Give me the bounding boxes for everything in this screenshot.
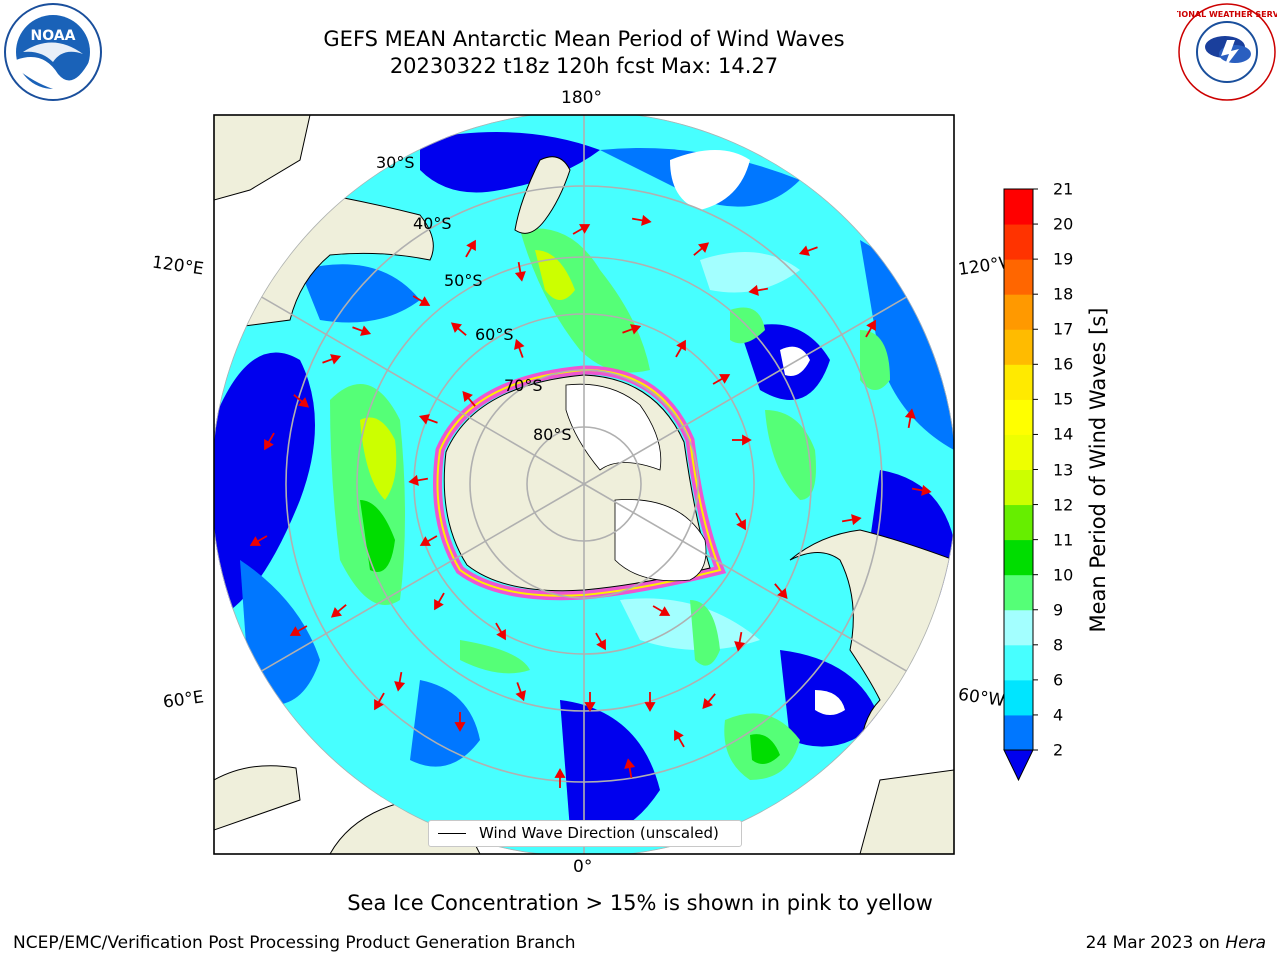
colorbar-swatch xyxy=(1004,504,1033,541)
colorbar-tick-label: 15 xyxy=(1053,389,1074,409)
colorbar-tick-label: 6 xyxy=(1053,670,1064,690)
map-title: GEFS MEAN Antarctic Mean Period of Wind … xyxy=(323,27,845,51)
footer-date-text: 24 Mar 2023 on xyxy=(1085,933,1220,953)
colorbar-swatch xyxy=(1004,224,1033,260)
colorbar-tick-label: 17 xyxy=(1053,319,1074,339)
colorbar-tick-label: 2 xyxy=(1053,740,1064,760)
lon-label-180: 180° xyxy=(561,88,602,108)
lat-label-70s: 70°S xyxy=(504,376,543,395)
noaa-logo-text: NOAA xyxy=(31,28,76,44)
colorbar-tick-label: 4 xyxy=(1053,705,1064,725)
colorbar-under-arrow xyxy=(1003,749,1034,782)
colorbar-tick-label: 21 xyxy=(1053,179,1074,199)
nws-logo-text: NATIONAL WEATHER SERVICE xyxy=(1177,10,1277,19)
colorbar-swatch xyxy=(1004,259,1033,295)
colorbar-swatch xyxy=(1004,434,1033,470)
colorbar-swatch xyxy=(1004,714,1033,751)
lon-label-0: 0° xyxy=(573,857,593,877)
colorbar-swatch xyxy=(1004,609,1033,646)
legend-text: Wind Wave Direction (unscaled) xyxy=(479,824,719,842)
legend-line-icon xyxy=(438,833,466,834)
colorbar-swatch xyxy=(1004,644,1033,681)
nws-logo-icon: NATIONAL WEATHER SERVICE xyxy=(1177,3,1277,101)
lat-label-40s: 40°S xyxy=(413,214,452,233)
lat-label-50s: 50°S xyxy=(444,271,483,290)
colorbar-swatch xyxy=(1004,399,1033,435)
colorbar-swatch xyxy=(1004,189,1033,225)
lat-label-80s: 80°S xyxy=(533,425,572,444)
lat-label-60s: 60°S xyxy=(475,325,514,344)
colorbar-tick-label: 14 xyxy=(1053,424,1074,444)
colorbar-swatch xyxy=(1004,294,1033,330)
sea-ice-note: Sea Ice Concentration > 15% is shown in … xyxy=(347,891,933,915)
colorbar-tick-label: 16 xyxy=(1053,354,1074,374)
map-subtitle-date: 20230322 t18z 120h fcst Max: 14.27 xyxy=(389,54,779,78)
colorbar-tick-label: 8 xyxy=(1053,635,1064,655)
colorbar-tick-label: 20 xyxy=(1053,214,1074,234)
lat-label-30s: 30°S xyxy=(376,153,415,172)
map-legend: Wind Wave Direction (unscaled) xyxy=(428,820,742,847)
wind-wave-arrows xyxy=(249,214,932,788)
colorbar-swatch xyxy=(1004,574,1033,611)
colorbar-label: Mean Period of Wind Waves [s] xyxy=(1086,307,1110,633)
footer-credit: NCEP/EMC/Verification Post Processing Pr… xyxy=(13,933,576,953)
colorbar-tick-label: 13 xyxy=(1053,460,1074,479)
colorbar-tick-label: 11 xyxy=(1053,530,1074,550)
colorbar-tick-label: 9 xyxy=(1053,600,1064,620)
footer-date: 24 Mar 2023 on Hera xyxy=(1086,933,1266,953)
colorbar-swatch xyxy=(1004,329,1033,365)
colorbar-swatch xyxy=(1004,469,1033,506)
colorbar-tick-label: 12 xyxy=(1053,495,1074,515)
colorbar-tick-label: 19 xyxy=(1053,249,1074,269)
longitude-gridlines xyxy=(214,115,954,854)
noaa-logo-icon: NOAA xyxy=(4,3,102,101)
map-frame xyxy=(213,114,955,855)
colorbar-swatch xyxy=(1004,364,1033,400)
colorbar xyxy=(1003,188,1038,782)
footer-host: Hera xyxy=(1225,933,1266,953)
colorbar-tick-label: 10 xyxy=(1053,565,1074,585)
colorbar-swatch xyxy=(1004,679,1033,716)
colorbar-tick-label: 18 xyxy=(1053,284,1074,304)
colorbar-swatch xyxy=(1004,539,1033,576)
